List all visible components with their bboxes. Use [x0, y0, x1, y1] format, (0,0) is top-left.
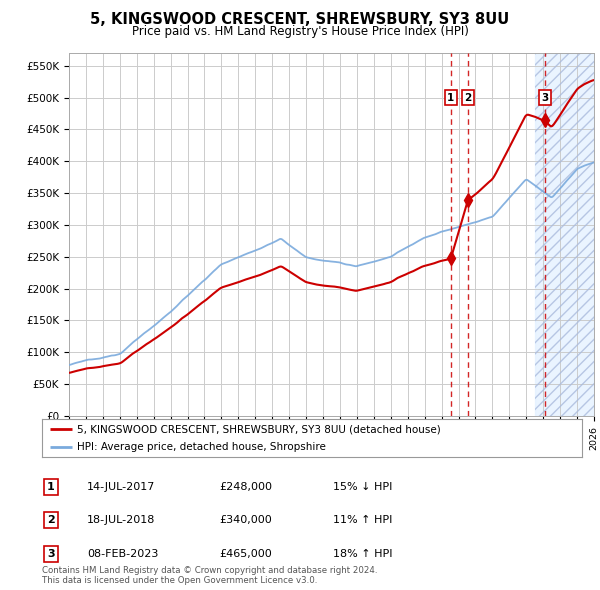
Text: 11% ↑ HPI: 11% ↑ HPI: [333, 516, 392, 525]
Text: 5, KINGSWOOD CRESCENT, SHREWSBURY, SY3 8UU (detached house): 5, KINGSWOOD CRESCENT, SHREWSBURY, SY3 8…: [77, 424, 441, 434]
Text: 3: 3: [47, 549, 55, 559]
Text: 1: 1: [447, 93, 454, 103]
Text: £465,000: £465,000: [219, 549, 272, 559]
Text: £340,000: £340,000: [219, 516, 272, 525]
Text: 18% ↑ HPI: 18% ↑ HPI: [333, 549, 392, 559]
Text: 08-FEB-2023: 08-FEB-2023: [87, 549, 158, 559]
Text: 2: 2: [47, 516, 55, 525]
Text: £248,000: £248,000: [219, 482, 272, 491]
Text: 18-JUL-2018: 18-JUL-2018: [87, 516, 155, 525]
Text: 2: 2: [464, 93, 471, 103]
Text: HPI: Average price, detached house, Shropshire: HPI: Average price, detached house, Shro…: [77, 442, 326, 452]
Text: 5, KINGSWOOD CRESCENT, SHREWSBURY, SY3 8UU: 5, KINGSWOOD CRESCENT, SHREWSBURY, SY3 8…: [91, 12, 509, 27]
Text: 3: 3: [541, 93, 548, 103]
Text: 1: 1: [47, 482, 55, 491]
Bar: [535, 53, 594, 416]
Text: Price paid vs. HM Land Registry's House Price Index (HPI): Price paid vs. HM Land Registry's House …: [131, 25, 469, 38]
Text: 14-JUL-2017: 14-JUL-2017: [87, 482, 155, 491]
Bar: [535, 53, 594, 416]
Text: Contains HM Land Registry data © Crown copyright and database right 2024.
This d: Contains HM Land Registry data © Crown c…: [42, 566, 377, 585]
Text: 15% ↓ HPI: 15% ↓ HPI: [333, 482, 392, 491]
